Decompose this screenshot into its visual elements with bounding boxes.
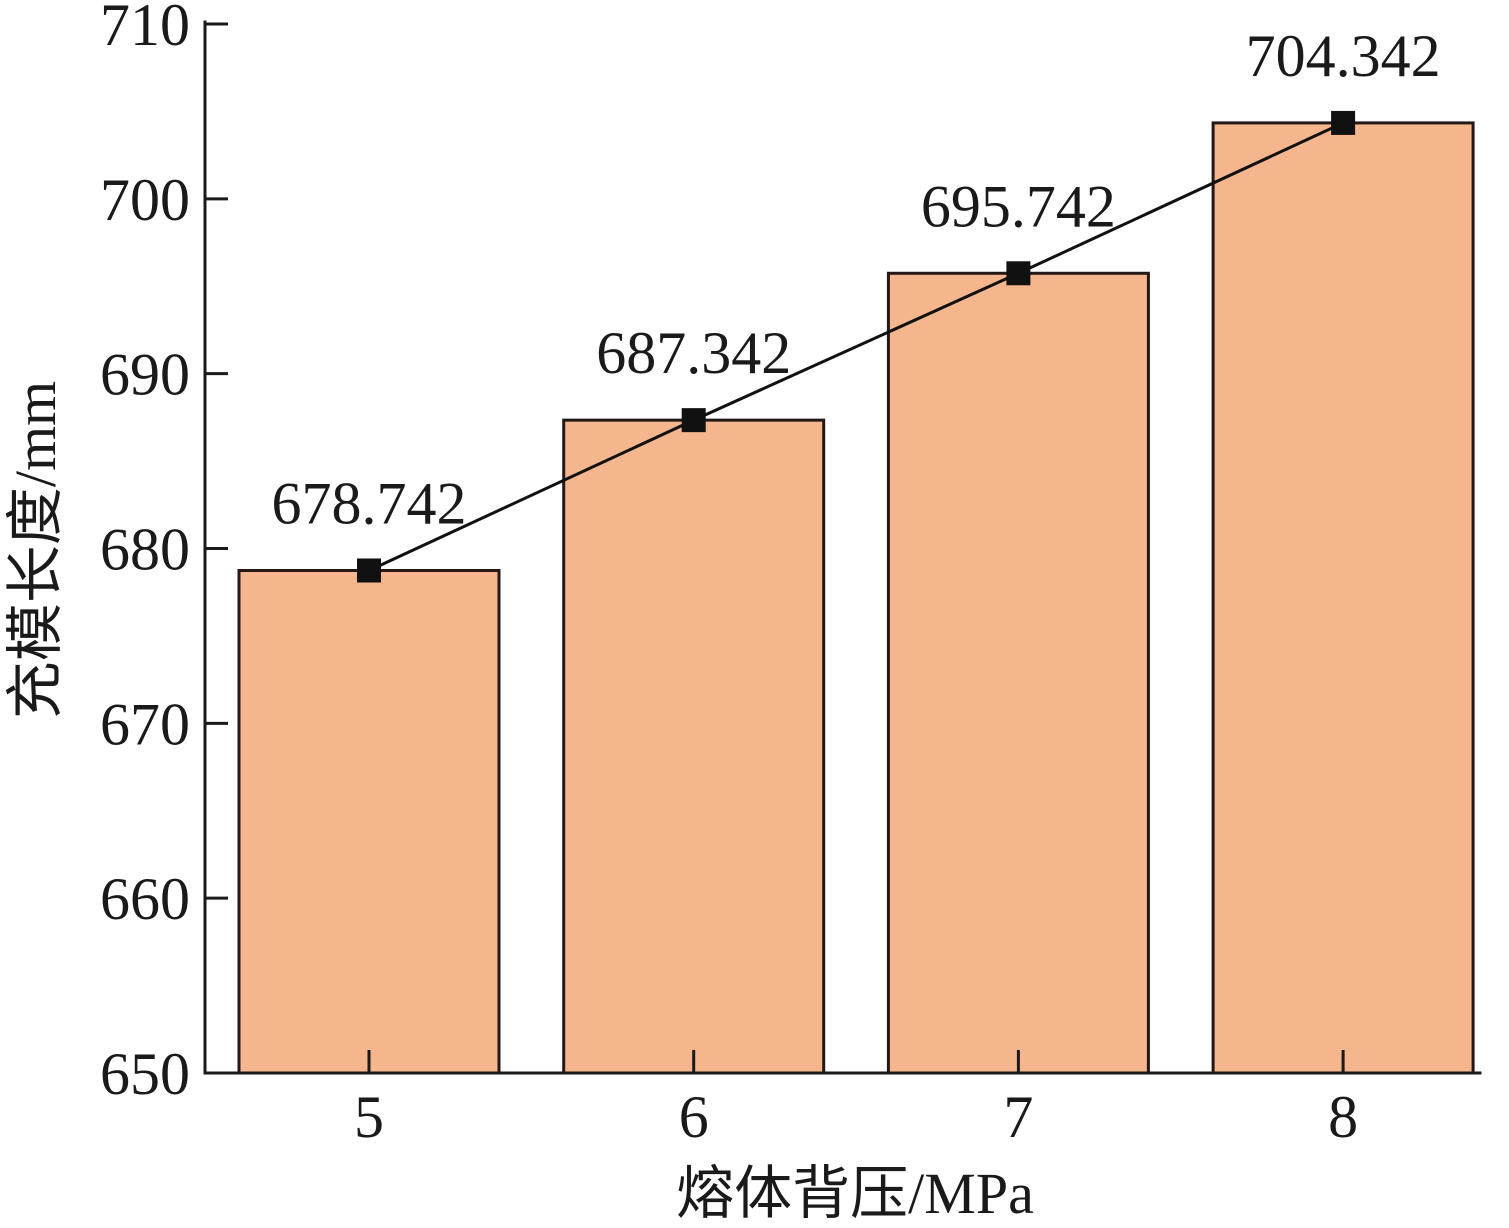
bar-7 xyxy=(886,271,1150,1075)
marker-5 xyxy=(357,558,381,583)
bars-group xyxy=(237,121,1475,1075)
y-tick-label-660: 660 xyxy=(100,866,190,932)
x-tick-label-7: 7 xyxy=(1003,1084,1033,1150)
x-ticks-group: 5 6 7 8 xyxy=(354,1050,1358,1150)
data-label-6: 687.342 xyxy=(596,320,791,386)
data-labels-group: 678.742 687.342 695.742 704.342 xyxy=(272,23,1441,537)
x-tick-label-6: 6 xyxy=(679,1084,709,1150)
bar-8 xyxy=(1211,121,1475,1075)
y-tick-label-670: 670 xyxy=(100,691,190,757)
marker-8 xyxy=(1331,110,1356,135)
data-label-8: 704.342 xyxy=(1246,23,1441,89)
y-tick-label-690: 690 xyxy=(100,342,190,408)
y-ticks-group: 650 660 670 680 690 700 710 xyxy=(100,0,228,1107)
y-tick-label-650: 650 xyxy=(100,1041,190,1107)
y-tick-label-710: 710 xyxy=(100,0,190,58)
marker-7 xyxy=(1006,261,1031,286)
series-line xyxy=(368,121,1344,572)
bar-6 xyxy=(562,418,826,1075)
y-tick-label-680: 680 xyxy=(100,517,190,583)
x-tick-label-8: 8 xyxy=(1328,1084,1358,1150)
marker-6 xyxy=(681,408,706,433)
x-axis-title: 熔体背压/MPa xyxy=(676,1161,1034,1226)
bar-5 xyxy=(237,568,501,1075)
y-tick-label-700: 700 xyxy=(100,167,190,233)
data-label-7: 695.742 xyxy=(921,173,1116,239)
markers-group xyxy=(357,110,1356,583)
series-line-group xyxy=(368,121,1344,572)
data-label-5: 678.742 xyxy=(272,470,467,536)
x-tick-label-5: 5 xyxy=(354,1084,384,1150)
y-axis-title: 充模长度/mm xyxy=(3,381,68,719)
